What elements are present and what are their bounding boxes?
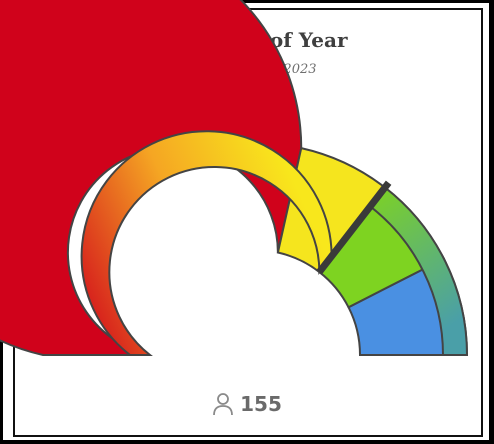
student-count: 155: [0, 392, 494, 416]
gauge-segment-red: [0, 0, 303, 356]
gauge-segments: [0, 0, 469, 356]
gauge-marker: [316, 180, 392, 275]
person-icon: [213, 393, 234, 416]
count-value: 155: [240, 392, 282, 416]
outer-band: [368, 186, 469, 356]
